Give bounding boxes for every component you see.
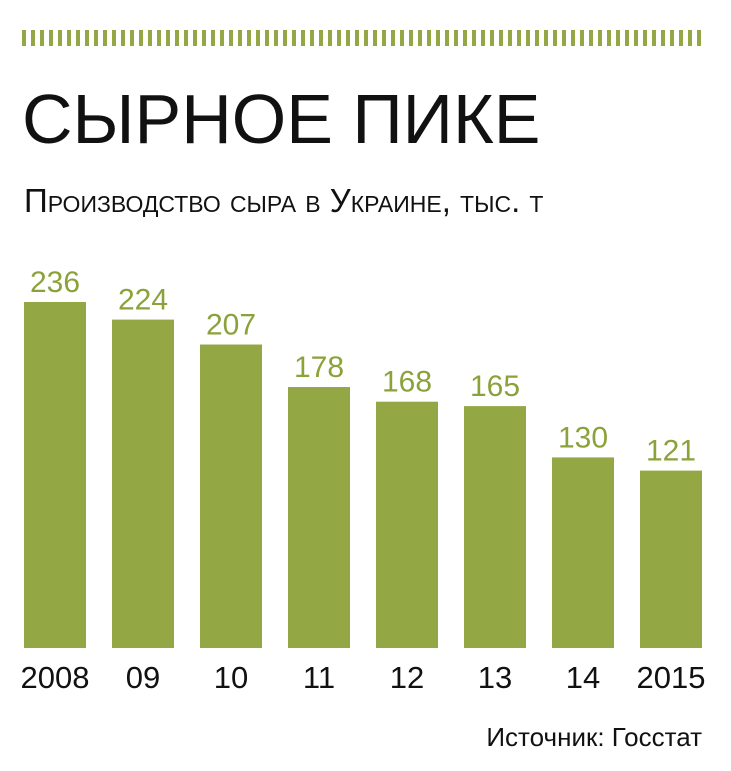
decor-stripes xyxy=(22,30,702,46)
chart-subtitle: Производство сыра в Украине, тыс. т xyxy=(24,182,543,219)
x-tick-label: 12 xyxy=(390,660,424,695)
x-tick-label: 10 xyxy=(214,660,248,695)
chart-title: СЫРНОЕ ПИКЕ xyxy=(22,80,540,158)
bar xyxy=(376,401,438,648)
x-tick-label: 11 xyxy=(303,660,335,695)
bar xyxy=(464,406,526,648)
x-tick-label: 13 xyxy=(478,660,512,695)
bar xyxy=(552,457,614,648)
bar xyxy=(24,302,86,648)
x-tick-label: 2015 xyxy=(637,660,706,695)
value-label: 207 xyxy=(206,309,256,342)
bar xyxy=(112,319,174,648)
source: Источник: Госстат xyxy=(486,722,702,752)
value-label: 224 xyxy=(118,284,168,317)
value-label: 236 xyxy=(30,266,80,299)
x-tick-label: 09 xyxy=(126,660,160,695)
value-label: 168 xyxy=(382,366,432,399)
value-label: 178 xyxy=(294,351,344,384)
x-tick-label: 14 xyxy=(566,660,600,695)
bar xyxy=(288,387,350,648)
bar xyxy=(640,470,702,648)
x-tick-label: 2008 xyxy=(21,660,90,695)
value-label: 165 xyxy=(470,370,520,403)
bar xyxy=(200,344,262,648)
value-label: 121 xyxy=(646,435,696,468)
value-label: 130 xyxy=(558,421,608,454)
